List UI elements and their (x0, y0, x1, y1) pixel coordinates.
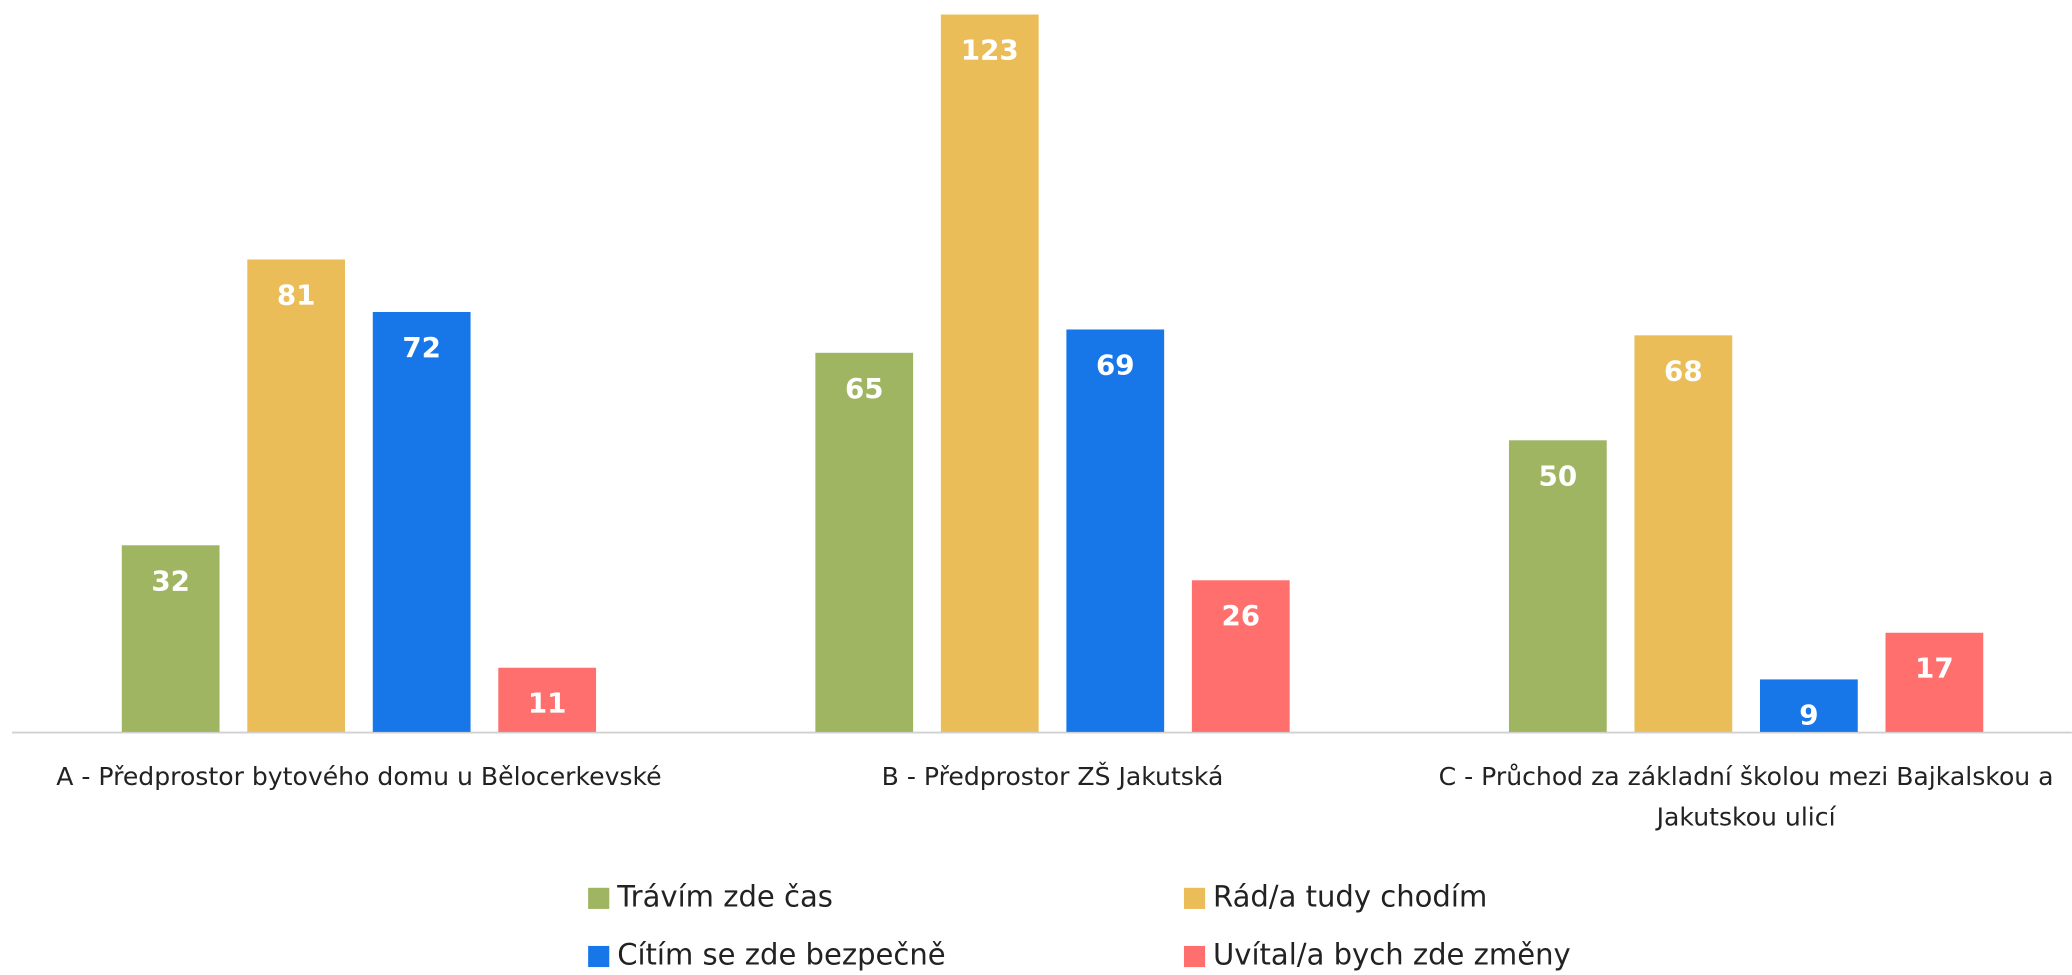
legend-swatch (1183, 887, 1206, 909)
value-label: 69 (1096, 348, 1135, 381)
value-label: 65 (845, 372, 884, 405)
bar (1759, 679, 1858, 732)
bar (498, 667, 597, 732)
value-label: 72 (402, 331, 441, 364)
bar (1885, 632, 1984, 732)
value-label: 17 (1915, 652, 1954, 685)
category-label-box: C - Průchod za základní školou mezi Bajk… (1438, 762, 2054, 833)
value-label: 68 (1664, 354, 1703, 387)
value-label: 11 (528, 687, 567, 720)
value-label: 32 (151, 564, 190, 597)
x-tick-label: B - Předprostor ZŠ Jakutská (881, 762, 1224, 792)
bar (1508, 440, 1607, 732)
value-label: 50 (1539, 459, 1578, 492)
bar (1191, 580, 1290, 732)
value-label: 9 (1799, 698, 1818, 731)
legend-label: Rád/a tudy chodím (1213, 879, 1487, 913)
value-label: 26 (1221, 599, 1260, 632)
value-label: 81 (277, 278, 316, 311)
legend-label: Uvítal/a bych zde změny (1213, 938, 1571, 972)
x-tick-label: A - Předprostor bytového domu u Bělocerk… (56, 762, 662, 792)
legend-swatch (588, 945, 610, 968)
bar (1634, 335, 1733, 732)
category-label-box: A - Předprostor bytového domu u Bělocerk… (56, 762, 662, 792)
category-label-box: B - Předprostor ZŠ Jakutská (881, 762, 1224, 792)
bar (121, 545, 220, 732)
bar (372, 311, 471, 732)
legend-swatch (588, 887, 610, 909)
bar (247, 259, 346, 732)
x-tick-label: C - Průchod za základní školou mezi Bajk… (1438, 762, 2054, 833)
bar (1066, 329, 1165, 732)
legend-swatch (1183, 945, 1206, 968)
legend-label: Trávím zde čas (616, 879, 833, 913)
value-label: 123 (961, 34, 1019, 67)
bar (815, 352, 914, 732)
bar (940, 14, 1039, 732)
legend-label: Cítím se zde bezpečně (617, 938, 945, 972)
